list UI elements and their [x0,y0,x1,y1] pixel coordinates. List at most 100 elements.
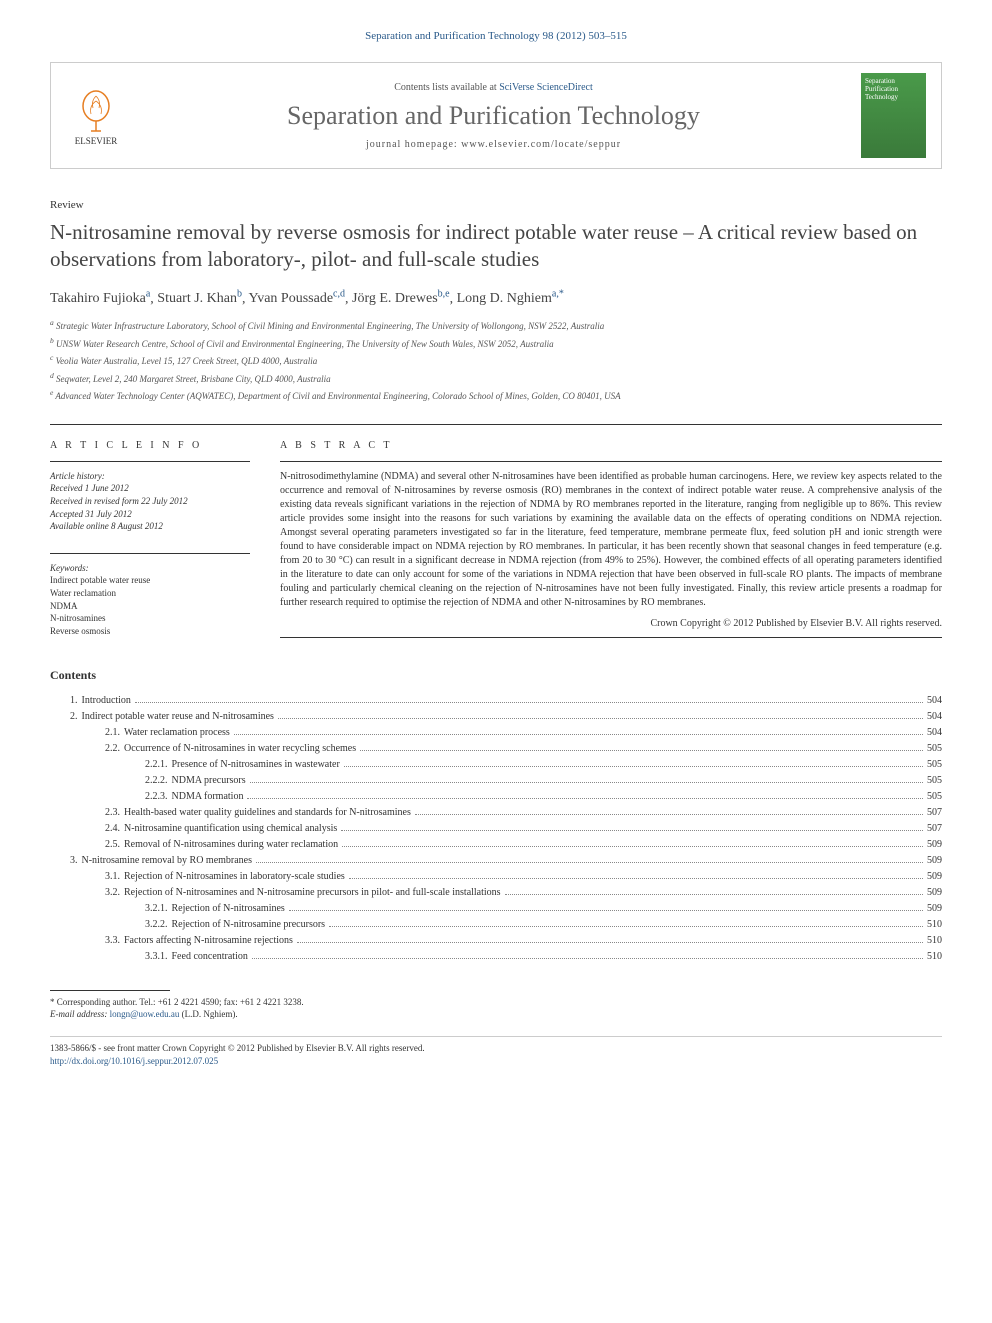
toc-entry[interactable]: 3.3. Factors affecting N-nitrosamine rej… [50,933,942,949]
keyword: NDMA [50,600,250,613]
toc-entry[interactable]: 3.2.1. Rejection of N-nitrosamines 509 [50,901,942,917]
toc-title: N-nitrosamine quantification using chemi… [120,821,337,837]
abstract: A B S T R A C T N-nitrosodimethylamine (… [280,440,942,638]
toc-title: Rejection of N-nitrosamines in laborator… [120,869,345,885]
author-affil-sup: a [146,289,150,300]
affiliation: d Seqwater, Level 2, 240 Margaret Street… [50,370,942,387]
author: Long D. Nghiema,* [457,291,564,306]
elsevier-label: ELSEVIER [75,136,118,146]
info-divider [50,461,250,462]
toc-page: 505 [927,773,942,789]
keywords-list: Indirect potable water reuseWater reclam… [50,574,250,637]
toc-page: 510 [927,949,942,965]
toc-entry[interactable]: 2.5. Removal of N-nitrosamines during wa… [50,837,942,853]
bottom-info: 1383-5866/$ - see front matter Crown Cop… [50,1036,942,1067]
toc-page: 509 [927,901,942,917]
toc-num: 2.2.2. [145,773,168,789]
toc-page: 509 [927,869,942,885]
keyword: Reverse osmosis [50,625,250,638]
tree-icon [71,86,121,136]
abstract-divider [280,461,942,462]
history-accepted: Accepted 31 July 2012 [50,508,250,521]
history-online: Available online 8 August 2012 [50,520,250,533]
toc-entry[interactable]: 2.2.2. NDMA precursors 505 [50,773,942,789]
contents-section: Contents 1. Introduction 504 2. Indirect… [50,668,942,965]
toc-title: Rejection of N-nitrosamines and N-nitros… [120,885,501,901]
toc-entry[interactable]: 2.3. Health-based water quality guidelin… [50,805,942,821]
email-link[interactable]: longn@uow.edu.au [110,1009,180,1019]
toc-dots [278,718,923,719]
toc-entry[interactable]: 2.2. Occurrence of N-nitrosamines in wat… [50,741,942,757]
toc-page: 510 [927,917,942,933]
info-divider [50,553,250,554]
toc-dots [342,846,923,847]
toc-num: 3.1. [105,869,120,885]
toc-page: 504 [927,709,942,725]
toc-dots [135,702,923,703]
toc-dots [360,750,923,751]
toc-dots [341,830,923,831]
toc-title: Factors affecting N-nitrosamine rejectio… [120,933,293,949]
toc-dots [349,878,923,879]
toc-title: Removal of N-nitrosamines during water r… [120,837,338,853]
toc-entry[interactable]: 3.2.2. Rejection of N-nitrosamine precur… [50,917,942,933]
abstract-text: N-nitrosodimethylamine (NDMA) and severa… [280,470,942,610]
toc-num: 3. [70,853,78,869]
divider [50,424,942,425]
author-affil-sup: a,* [552,289,564,300]
corresponding-name: (L.D. Nghiem). [182,1009,238,1019]
toc-entry[interactable]: 2.2.1. Presence of N-nitrosamines in was… [50,757,942,773]
toc-entry[interactable]: 3.1. Rejection of N-nitrosamines in labo… [50,869,942,885]
header-center: Contents lists available at SciVerse Sci… [141,82,846,150]
toc-title: Water reclamation process [120,725,230,741]
toc-entry[interactable]: 3. N-nitrosamine removal by RO membranes… [50,853,942,869]
author: Jörg E. Drewesb,e [352,291,450,306]
toc-page: 510 [927,933,942,949]
toc-title: N-nitrosamine removal by RO membranes [78,853,253,869]
authors-list: Takahiro Fujiokaa, Stuart J. Khanb, Yvan… [50,289,942,308]
toc-num: 3.2. [105,885,120,901]
toc-entry[interactable]: 2.2.3. NDMA formation 505 [50,789,942,805]
toc-entry[interactable]: 1. Introduction 504 [50,693,942,709]
toc-title: Introduction [78,693,131,709]
toc-num: 3.2.2. [145,917,168,933]
contents-title: Contents [50,668,942,683]
author-affil-sup: c,d [333,289,345,300]
toc-page: 507 [927,821,942,837]
article-info-header: A R T I C L E I N F O [50,440,250,451]
toc-num: 2.5. [105,837,120,853]
keyword: N-nitrosamines [50,612,250,625]
toc-entry[interactable]: 2.4. N-nitrosamine quantification using … [50,821,942,837]
toc-title: Indirect potable water reuse and N-nitro… [78,709,274,725]
article-type: Review [50,199,942,211]
toc-page: 509 [927,837,942,853]
toc-dots [505,894,923,895]
toc-dots [415,814,923,815]
journal-header: ELSEVIER Contents lists available at Sci… [50,62,942,169]
info-abstract-row: A R T I C L E I N F O Article history: R… [50,440,942,638]
doi-link[interactable]: http://dx.doi.org/10.1016/j.seppur.2012.… [50,1056,218,1066]
toc-dots [344,766,923,767]
article-info: A R T I C L E I N F O Article history: R… [50,440,250,638]
affiliation: e Advanced Water Technology Center (AQWA… [50,387,942,404]
toc-title: NDMA formation [168,789,244,805]
affiliation: c Veolia Water Australia, Level 15, 127 … [50,352,942,369]
corresponding-line1: * Corresponding author. Tel.: +61 2 4221… [50,996,942,1009]
toc-dots [297,942,923,943]
sciencedirect-link[interactable]: SciVerse ScienceDirect [499,82,593,93]
toc-title: Rejection of N-nitrosamine precursors [168,917,326,933]
toc-entry[interactable]: 3.2. Rejection of N-nitrosamines and N-n… [50,885,942,901]
toc-num: 2.1. [105,725,120,741]
copyright: Crown Copyright © 2012 Published by Else… [280,618,942,629]
toc-dots [234,734,923,735]
table-of-contents: 1. Introduction 504 2. Indirect potable … [50,693,942,965]
toc-entry[interactable]: 3.3.1. Feed concentration 510 [50,949,942,965]
affiliation: b UNSW Water Research Centre, School of … [50,335,942,352]
toc-num: 3.3. [105,933,120,949]
toc-num: 2. [70,709,78,725]
toc-entry[interactable]: 2.1. Water reclamation process 504 [50,725,942,741]
contents-prefix: Contents lists available at [394,82,499,93]
toc-page: 505 [927,757,942,773]
toc-entry[interactable]: 2. Indirect potable water reuse and N-ni… [50,709,942,725]
author: Stuart J. Khanb [157,291,242,306]
